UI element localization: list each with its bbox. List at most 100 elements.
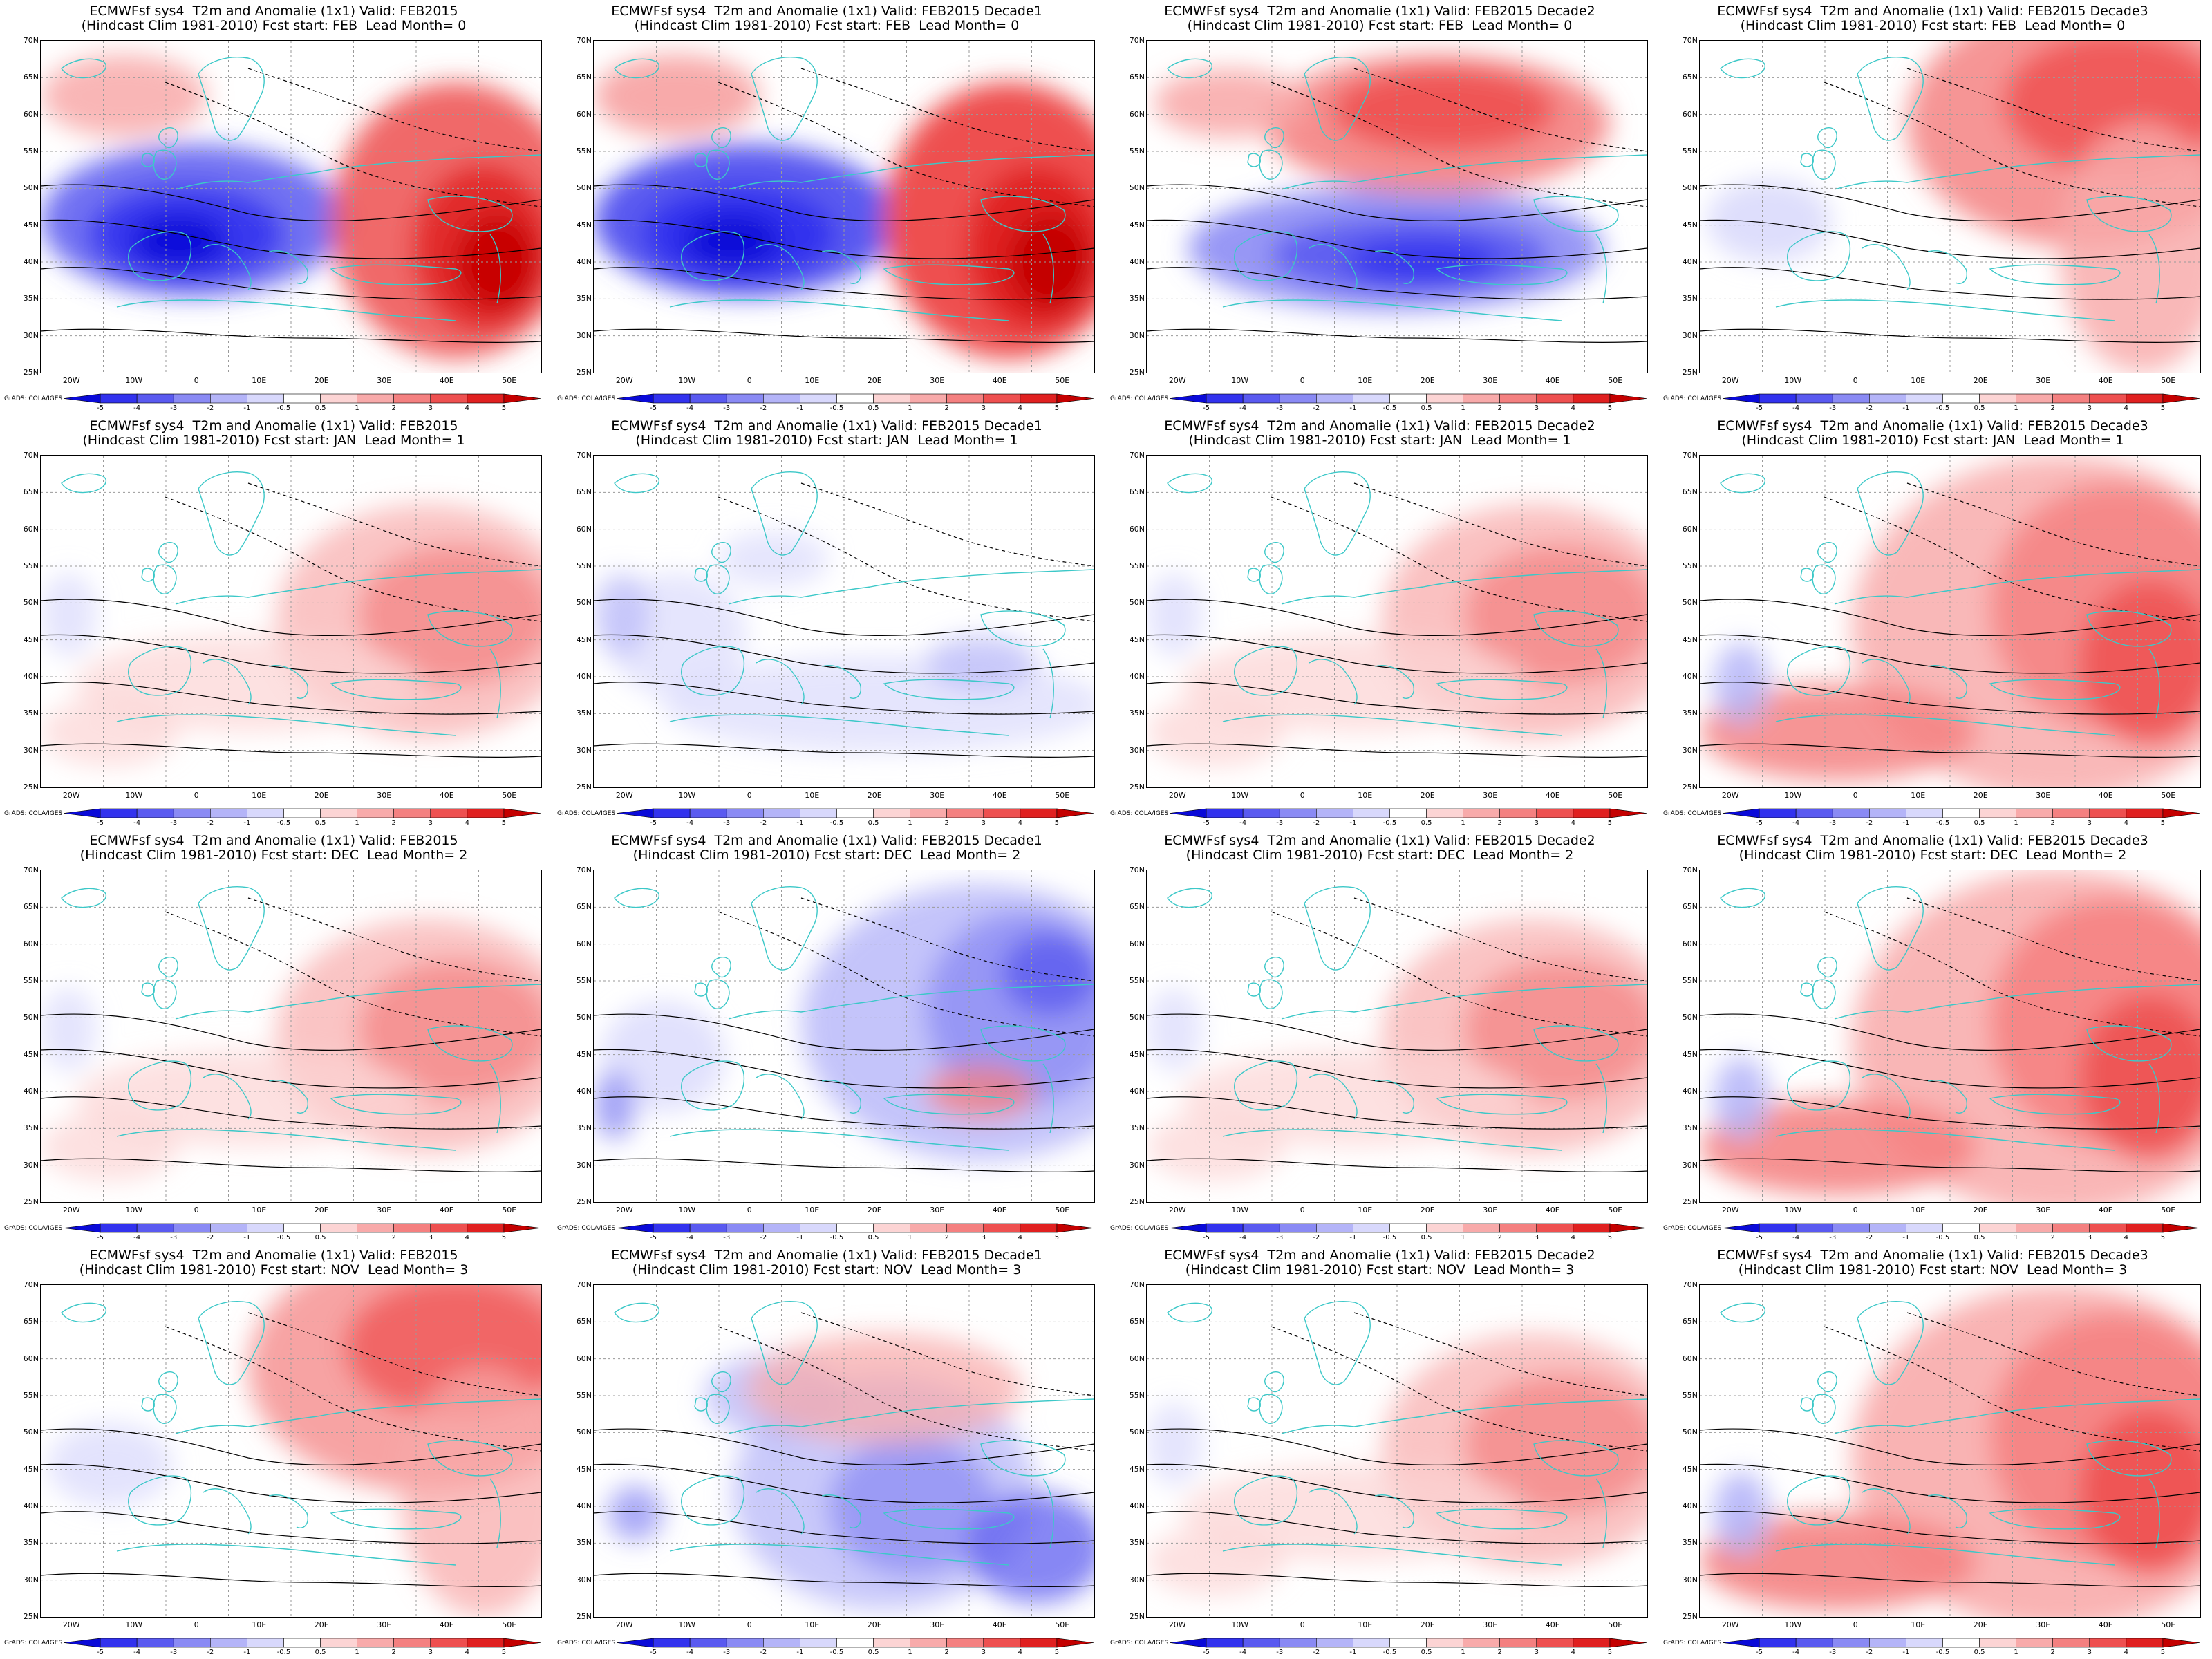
panel-title: ECMWFsf sys4 T2m and Anomalie (1x1) Vali… <box>4 834 543 863</box>
colorbar-swatch <box>1795 1638 1833 1648</box>
colorbar-swatch <box>1536 808 1574 818</box>
colorbar-swatch <box>503 1223 541 1233</box>
colorbar-label: 4 <box>2124 1649 2129 1656</box>
colorbar-label: -0.5 <box>1936 819 1950 827</box>
longitude-label: 20E <box>1973 791 1988 800</box>
latitude-label: 45N <box>23 1464 39 1474</box>
colorbar-swatch <box>946 1638 984 1648</box>
colorbar-swatch <box>1795 808 1833 818</box>
colorbar-svg <box>1723 393 2200 404</box>
colorbar-label: 1 <box>1461 819 1465 827</box>
coastline <box>1775 299 2115 321</box>
longitude-label: 40E <box>1545 791 1560 800</box>
colorbar-swatch <box>283 1638 321 1648</box>
colorbar-label: 2 <box>1497 1234 1502 1241</box>
latitude-label: 30N <box>576 745 592 755</box>
map-panel: ECMWFsf sys4 T2m and Anomalie (1x1) Vali… <box>1663 1 2202 415</box>
colorbar-swatch <box>1279 393 1317 404</box>
coastline <box>1247 982 1261 997</box>
coastline <box>681 1475 745 1526</box>
colorbar-swatch <box>393 393 431 404</box>
panel-title-line2: (Hindcast Clim 1981-2010) Fcst start: DE… <box>79 847 468 863</box>
coastline <box>1281 984 1647 1020</box>
coastline <box>1264 1371 1284 1393</box>
anomaly-region <box>359 545 541 684</box>
colorbar-label: -5 <box>1756 1234 1763 1241</box>
isotherm-line <box>1824 82 2200 207</box>
coastline <box>706 979 730 1009</box>
anomaly-region <box>1465 545 1647 684</box>
coastline <box>669 1129 1009 1151</box>
coastline <box>1989 679 2121 700</box>
latitude-label: 70N <box>576 865 592 874</box>
colorbar-swatch <box>1942 808 1980 818</box>
coastline <box>1281 1398 1647 1434</box>
isotherm-line <box>1147 1463 1647 1503</box>
longitude-label: 0 <box>194 1206 199 1215</box>
latitude-label: 40N <box>1682 257 1698 266</box>
coastline <box>1304 471 1371 556</box>
colorbar-swatch <box>1979 1223 2016 1233</box>
latitude-label: 70N <box>1682 451 1698 460</box>
coastline <box>1857 57 1924 141</box>
grads-credit: GrADS: COLA/IGES <box>1110 395 1169 402</box>
longitude-label: 20E <box>867 1620 882 1629</box>
coastline <box>681 646 745 696</box>
colorbar-label: 3 <box>2087 819 2092 827</box>
coastline <box>1775 1129 2115 1151</box>
coastline <box>1720 473 1765 494</box>
longitude-label: 20E <box>314 1206 329 1215</box>
isotherm-line <box>1700 328 2200 343</box>
longitude-label: 0 <box>1853 791 1858 800</box>
latitude-label: 40N <box>1682 672 1698 681</box>
coastline <box>203 1488 252 1535</box>
anomaly-map-svg <box>594 1285 1094 1617</box>
colorbar-label: 1 <box>355 404 359 412</box>
anomaly-region <box>41 573 96 656</box>
coastline <box>706 564 730 594</box>
coastline <box>980 1025 1066 1062</box>
panel-title-line1: ECMWFsf sys4 T2m and Anomalie (1x1) Vali… <box>1164 833 1595 848</box>
grads-credit: GrADS: COLA/IGES <box>4 810 63 817</box>
coastline <box>1862 1488 1911 1535</box>
isotherm-line <box>594 634 1094 674</box>
latitude-label: 40N <box>1682 1087 1698 1096</box>
coastline <box>751 1301 818 1385</box>
colorbar-swatch <box>2016 1223 2053 1233</box>
colorbar: -5 -4 -3 -2 -1 -0.5 0.5 1 2 3 4 5 <box>1170 808 1647 827</box>
isotherm-line <box>1700 267 2200 300</box>
map-panel: ECMWFsf sys4 T2m and Anomalie (1x1) Vali… <box>1663 1246 2202 1659</box>
isotherm-line <box>1147 1158 1647 1172</box>
colorbar-label: 4 <box>465 404 470 412</box>
colorbar-swatch <box>983 393 1021 404</box>
colorbar-label: -5 <box>97 1234 104 1241</box>
coastline <box>489 1478 501 1548</box>
temperature-contours <box>1147 68 1647 343</box>
longitude-label: 10E <box>252 791 267 800</box>
longitude-label: 0 <box>1300 1206 1305 1215</box>
colorbar-label: 4 <box>465 819 470 827</box>
colorbar-swatch <box>283 808 321 818</box>
colorbar-swatch <box>2052 1223 2090 1233</box>
colorbar-label: -3 <box>723 819 731 827</box>
colorbar-label: -5 <box>1203 1649 1210 1656</box>
coastlines <box>61 57 541 321</box>
anomaly-region <box>1154 68 1306 138</box>
longitude-label: 30E <box>1483 791 1498 800</box>
colorbar-label: -2 <box>1866 819 1873 827</box>
latitude-label: 70N <box>576 1280 592 1289</box>
colorbar-label: 5 <box>2160 1649 2166 1656</box>
longitude-label: 20W <box>62 1206 80 1215</box>
colorbar-swatch <box>503 808 541 818</box>
colorbar-label: -2 <box>1866 1234 1873 1241</box>
colorbar-swatch <box>393 1638 431 1648</box>
coastline <box>1720 1302 1765 1323</box>
colorbar-swatch <box>1573 1223 1611 1233</box>
colorbar-label: -1 <box>1349 1234 1357 1241</box>
panel-title-line1: ECMWFsf sys4 T2m and Anomalie (1x1) Vali… <box>611 3 1042 19</box>
latitude-label: 70N <box>23 36 39 45</box>
colorbar-swatch <box>1279 1638 1317 1648</box>
coastline <box>1775 714 2115 736</box>
colorbar-label: -1 <box>796 819 804 827</box>
anomaly-map <box>40 40 542 373</box>
